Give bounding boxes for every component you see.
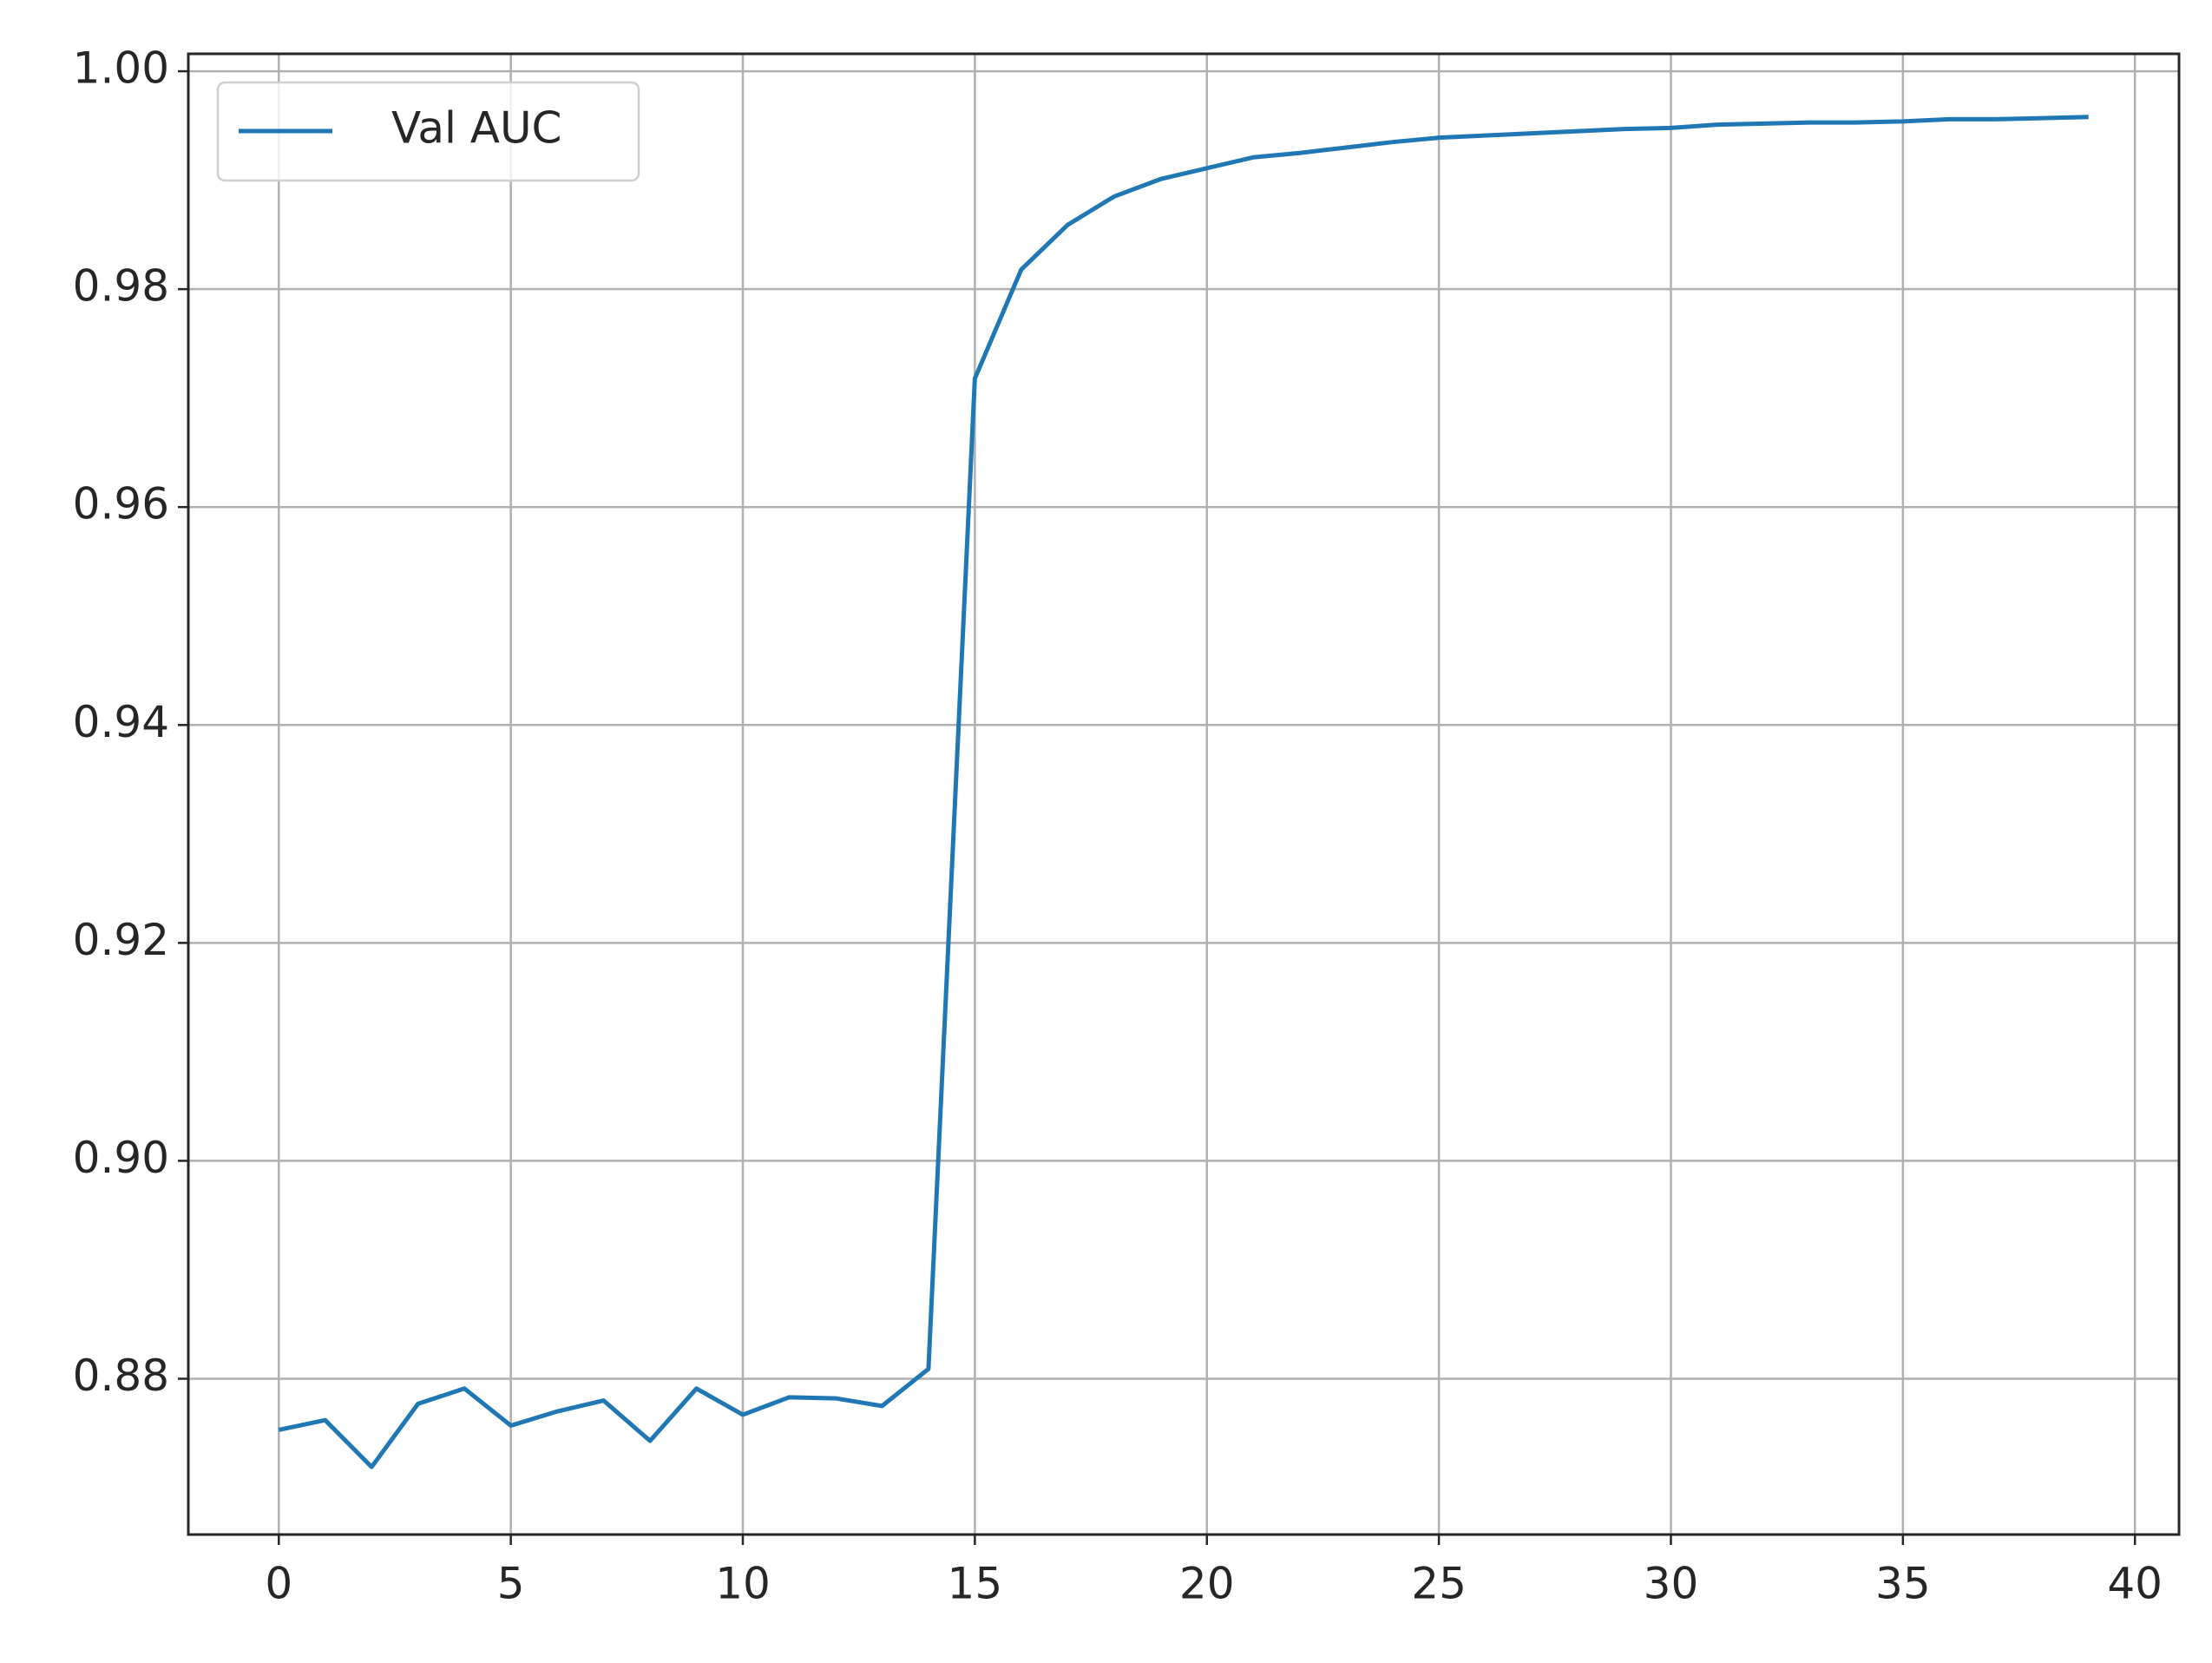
- y-tick-label: 0.98: [73, 261, 169, 312]
- x-tick-label: 30: [1644, 1559, 1699, 1609]
- legend-box: [216, 81, 640, 182]
- x-tick-label: 25: [1411, 1559, 1467, 1609]
- y-tick-label: 0.88: [73, 1351, 169, 1401]
- y-tick-label: 0.92: [73, 915, 169, 965]
- x-tick-label: 40: [2107, 1559, 2163, 1609]
- x-tick-label: 35: [1875, 1559, 1931, 1609]
- x-tick-label: 5: [497, 1559, 525, 1609]
- x-tick-label: 10: [715, 1559, 771, 1609]
- y-tick-label: 1.00: [73, 43, 169, 94]
- y-tick-label: 0.94: [73, 697, 169, 747]
- x-tick-label: 20: [1179, 1559, 1235, 1609]
- data-line: [278, 115, 2089, 1469]
- x-tick-label: 0: [265, 1559, 292, 1609]
- y-tick-label: 0.90: [73, 1133, 169, 1183]
- y-tick-label: 0.96: [73, 479, 169, 529]
- x-tick-label: 15: [948, 1559, 1003, 1609]
- plot-frame: [187, 52, 2181, 1536]
- legend-label: Val AUC: [391, 103, 561, 154]
